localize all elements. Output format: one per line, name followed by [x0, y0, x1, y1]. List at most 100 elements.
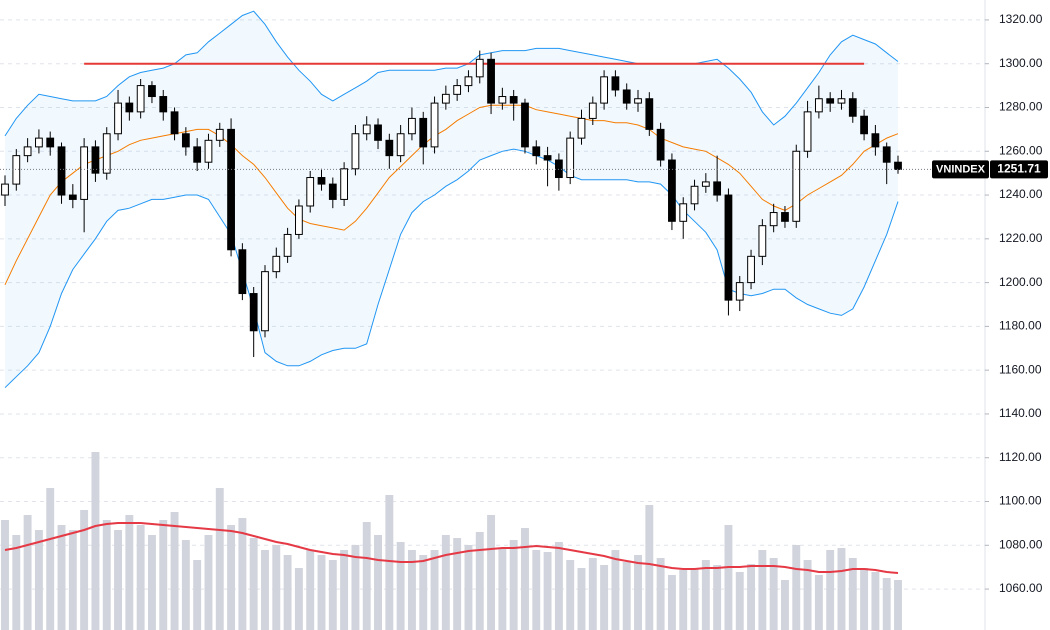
volume-bar [147, 535, 156, 630]
volume-bar [1, 520, 9, 630]
volume-bar [498, 548, 507, 630]
candle-body [102, 133, 111, 174]
last-price-label: 1251.71 [997, 162, 1041, 176]
candle-body [159, 96, 168, 113]
volume-bar [735, 572, 744, 630]
candle-body [577, 117, 586, 139]
candle-body [362, 124, 371, 135]
symbol-label: VNINDEX [936, 163, 986, 175]
y-tick-label: 1060.00 [999, 581, 1043, 595]
volume-bar [690, 568, 699, 630]
y-tick-label: 1280.00 [999, 100, 1043, 114]
volume-bar [23, 515, 32, 630]
last-price-box [990, 160, 1048, 179]
candle-body [701, 181, 710, 187]
candle-body [679, 203, 688, 222]
candle-body [475, 58, 484, 78]
volume-bar [667, 575, 676, 630]
candle-body [283, 233, 292, 257]
candle-body [453, 85, 462, 95]
candle-body [713, 181, 722, 196]
candle-body [532, 146, 541, 157]
volume-bar [12, 535, 21, 630]
volume-bar [871, 572, 880, 630]
volume-ma-line [4, 522, 899, 574]
candle-body [622, 89, 631, 104]
y-tick-label: 1120.00 [999, 450, 1042, 464]
candle-body [204, 139, 213, 163]
volume-bar [407, 550, 416, 630]
candle-body [600, 76, 608, 104]
y-tick-label: 1300.00 [999, 56, 1043, 70]
volume-bar [249, 538, 258, 630]
volume-bar [656, 558, 665, 630]
volume-bar [554, 542, 563, 630]
volume-bar [713, 565, 722, 630]
candle-body [656, 128, 665, 161]
candle-body [543, 155, 552, 161]
volume-bar [283, 555, 292, 630]
candle-body [521, 102, 529, 148]
candle-body [340, 168, 349, 200]
volume-bar [724, 525, 733, 630]
volume-bar [136, 525, 145, 630]
candle-body [441, 93, 450, 104]
candle-body [125, 102, 134, 113]
candle-body [430, 102, 439, 148]
volume-bar [68, 530, 77, 630]
candle-body [814, 98, 823, 113]
candle-body [860, 115, 868, 135]
candle-body [735, 282, 744, 301]
volume-bar [769, 558, 778, 630]
volume-bar [238, 518, 247, 630]
y-tick-label: 1200.00 [999, 275, 1043, 289]
y-tick-label: 1100.00 [999, 494, 1042, 508]
candle-body [487, 58, 495, 104]
volume-bar [701, 560, 710, 630]
candle-body [238, 249, 247, 295]
volume-bar [453, 538, 462, 630]
volume-bar [419, 555, 428, 630]
volume-bar [34, 530, 43, 630]
volume-bar [622, 562, 631, 630]
volume-bar [272, 545, 281, 630]
volume-bar [430, 550, 439, 630]
volume-bar [521, 528, 529, 630]
volume-bar [848, 558, 857, 630]
volume-bar [882, 578, 891, 630]
candle-body [747, 255, 755, 284]
candle-body [634, 98, 642, 104]
volume-bar [475, 532, 484, 630]
y-tick-label: 1160.00 [999, 362, 1042, 376]
volume-bar [566, 560, 575, 630]
candle-body [374, 124, 382, 141]
symbol-box [932, 160, 989, 179]
candle-body [396, 133, 405, 157]
candle-body [261, 271, 269, 332]
volume-bar [91, 452, 100, 630]
price-axis: 1060.00 1080.00 1100.00 1120.00 1140.00 1160.… [985, 12, 1043, 595]
candle-body [769, 212, 778, 227]
candle-body [690, 185, 699, 205]
band-lower [4, 148, 899, 389]
candle-body [193, 146, 202, 163]
volume-bar [803, 560, 812, 630]
candle-body [57, 146, 66, 196]
candle-body [317, 177, 326, 185]
volume-bar [543, 552, 552, 630]
volume-bar [227, 525, 236, 630]
candle-body [645, 98, 654, 130]
candle-body [408, 117, 416, 135]
y-tick-label: 1260.00 [999, 143, 1043, 157]
volume-bar [758, 550, 767, 630]
candle-body [136, 85, 145, 113]
candle-body [588, 102, 597, 119]
candle-body [272, 255, 281, 273]
volume-bar [46, 488, 55, 630]
y-tick-label: 1220.00 [999, 231, 1043, 245]
band-upper [4, 10, 899, 137]
candle-body [894, 161, 902, 170]
candle-body [837, 98, 846, 104]
volume-bar [204, 535, 213, 630]
